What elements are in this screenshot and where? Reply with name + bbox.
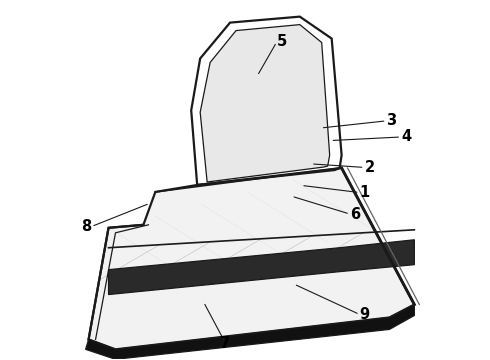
Text: 2: 2 — [365, 160, 375, 175]
Polygon shape — [89, 168, 415, 349]
Polygon shape — [108, 240, 415, 294]
Text: 6: 6 — [350, 207, 360, 221]
Text: 7: 7 — [220, 336, 230, 351]
Text: 4: 4 — [401, 130, 411, 144]
Polygon shape — [86, 305, 415, 359]
Polygon shape — [200, 24, 330, 182]
Text: 5: 5 — [277, 35, 287, 49]
Text: 9: 9 — [360, 307, 370, 322]
Text: 8: 8 — [81, 219, 91, 234]
Text: 3: 3 — [387, 113, 397, 128]
Text: 1: 1 — [360, 185, 370, 200]
